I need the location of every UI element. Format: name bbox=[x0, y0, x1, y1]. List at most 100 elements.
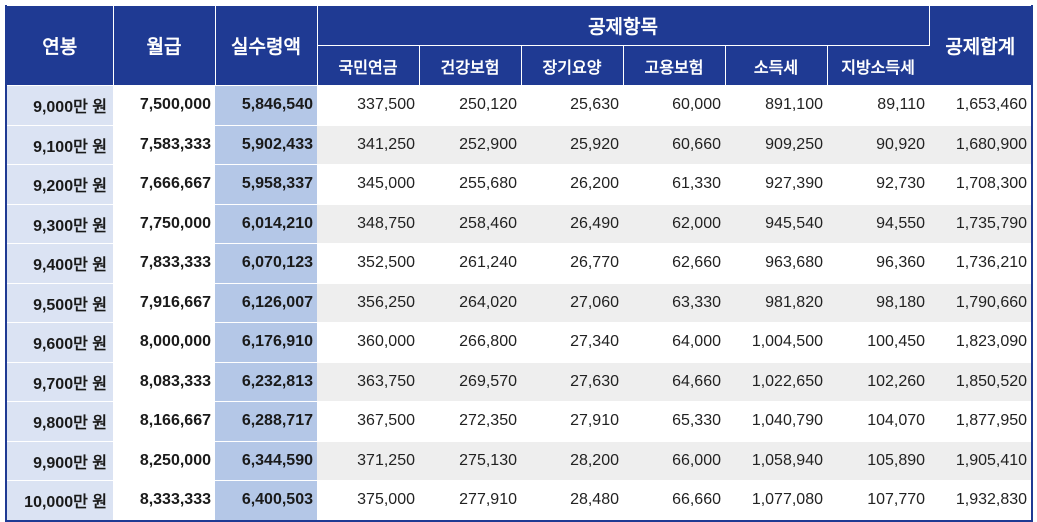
cell-local-income-tax: 104,070 bbox=[827, 401, 930, 442]
table-row: 9,400만 원 7,833,333 6,070,123 352,500 261… bbox=[6, 243, 1033, 284]
table-row: 9,800만 원 8,166,667 6,288,717 367,500 272… bbox=[6, 401, 1033, 442]
cell-employment-insurance: 61,330 bbox=[623, 164, 725, 205]
cell-national-pension: 363,750 bbox=[317, 362, 419, 402]
cell-income-tax: 909,250 bbox=[725, 125, 827, 165]
cell-total: 1,823,090 bbox=[929, 322, 1033, 363]
cell-total: 1,680,900 bbox=[929, 125, 1033, 165]
cell-local-income-tax: 90,920 bbox=[827, 125, 930, 165]
cell-health-insurance: 269,570 bbox=[419, 362, 521, 402]
cell-salary: 9,700만 원 bbox=[6, 362, 113, 402]
cell-total: 1,877,950 bbox=[929, 401, 1033, 442]
cell-income-tax: 1,040,790 bbox=[725, 401, 827, 442]
cell-employment-insurance: 60,000 bbox=[623, 85, 725, 126]
cell-local-income-tax: 89,110 bbox=[827, 85, 930, 126]
header-deduction-group: 공제항목 bbox=[316, 5, 930, 46]
header-local-income-tax: 지방소득세 bbox=[826, 45, 930, 86]
header-national-pension: 국민연금 bbox=[316, 45, 420, 86]
cell-national-pension: 375,000 bbox=[317, 480, 419, 521]
cell-salary: 10,000만 원 bbox=[6, 480, 113, 521]
cell-monthly: 7,750,000 bbox=[113, 204, 215, 244]
cell-national-pension: 348,750 bbox=[317, 204, 419, 244]
cell-total: 1,932,830 bbox=[929, 480, 1033, 521]
cell-income-tax: 1,022,650 bbox=[725, 362, 827, 402]
cell-income-tax: 1,077,080 bbox=[725, 480, 827, 521]
cell-employment-insurance: 63,330 bbox=[623, 283, 725, 323]
cell-health-insurance: 252,900 bbox=[419, 125, 521, 165]
header-total: 공제합계 bbox=[928, 5, 1033, 86]
cell-salary: 9,600만 원 bbox=[6, 322, 113, 363]
cell-monthly: 8,083,333 bbox=[113, 362, 215, 402]
cell-monthly: 7,833,333 bbox=[113, 243, 215, 284]
cell-long-term-care: 27,340 bbox=[521, 322, 623, 363]
header-health-insurance: 건강보험 bbox=[418, 45, 522, 86]
cell-income-tax: 891,100 bbox=[725, 85, 827, 126]
cell-salary: 9,900만 원 bbox=[6, 441, 113, 481]
cell-net: 5,958,337 bbox=[215, 164, 317, 205]
cell-employment-insurance: 60,660 bbox=[623, 125, 725, 165]
cell-total: 1,905,410 bbox=[929, 441, 1033, 481]
cell-health-insurance: 250,120 bbox=[419, 85, 521, 126]
cell-long-term-care: 26,200 bbox=[521, 164, 623, 205]
table-row: 9,000만 원 7,500,000 5,846,540 337,500 250… bbox=[6, 85, 1033, 126]
cell-monthly: 7,583,333 bbox=[113, 125, 215, 165]
cell-salary: 9,300만 원 bbox=[6, 204, 113, 244]
cell-long-term-care: 27,060 bbox=[521, 283, 623, 323]
cell-salary: 9,500만 원 bbox=[6, 283, 113, 323]
cell-employment-insurance: 62,660 bbox=[623, 243, 725, 284]
header-long-term-care: 장기요양 bbox=[520, 45, 624, 86]
cell-national-pension: 337,500 bbox=[317, 85, 419, 126]
cell-total: 1,736,210 bbox=[929, 243, 1033, 284]
cell-net: 5,846,540 bbox=[215, 85, 317, 126]
cell-income-tax: 945,540 bbox=[725, 204, 827, 244]
header-employment-insurance: 고용보험 bbox=[622, 45, 726, 86]
cell-health-insurance: 275,130 bbox=[419, 441, 521, 481]
cell-salary: 9,400만 원 bbox=[6, 243, 113, 284]
cell-employment-insurance: 64,000 bbox=[623, 322, 725, 363]
cell-national-pension: 352,500 bbox=[317, 243, 419, 284]
cell-long-term-care: 26,490 bbox=[521, 204, 623, 244]
cell-income-tax: 1,058,940 bbox=[725, 441, 827, 481]
cell-health-insurance: 277,910 bbox=[419, 480, 521, 521]
cell-long-term-care: 25,630 bbox=[521, 85, 623, 126]
cell-net: 6,014,210 bbox=[215, 204, 317, 244]
cell-health-insurance: 255,680 bbox=[419, 164, 521, 205]
cell-national-pension: 367,500 bbox=[317, 401, 419, 442]
cell-local-income-tax: 102,260 bbox=[827, 362, 930, 402]
cell-total: 1,850,520 bbox=[929, 362, 1033, 402]
table-row: 9,100만 원 7,583,333 5,902,433 341,250 252… bbox=[6, 125, 1033, 165]
header-income-tax: 소득세 bbox=[724, 45, 828, 86]
cell-total: 1,735,790 bbox=[929, 204, 1033, 244]
cell-long-term-care: 25,920 bbox=[521, 125, 623, 165]
cell-health-insurance: 266,800 bbox=[419, 322, 521, 363]
cell-net: 6,288,717 bbox=[215, 401, 317, 442]
cell-net: 6,070,123 bbox=[215, 243, 317, 284]
cell-monthly: 8,333,333 bbox=[113, 480, 215, 521]
cell-net: 5,902,433 bbox=[215, 125, 317, 165]
cell-income-tax: 981,820 bbox=[725, 283, 827, 323]
cell-total: 1,708,300 bbox=[929, 164, 1033, 205]
cell-health-insurance: 258,460 bbox=[419, 204, 521, 244]
header-net: 실수령액 bbox=[214, 5, 318, 86]
cell-local-income-tax: 107,770 bbox=[827, 480, 930, 521]
table-row: 9,600만 원 8,000,000 6,176,910 360,000 266… bbox=[6, 322, 1033, 363]
salary-table-container: 연봉 월급 실수령액 공제항목 공제합계 국민연금 건강보험 장기요양 고용보험… bbox=[5, 5, 1034, 522]
cell-health-insurance: 264,020 bbox=[419, 283, 521, 323]
table-row: 9,900만 원 8,250,000 6,344,590 371,250 275… bbox=[6, 441, 1033, 481]
cell-employment-insurance: 64,660 bbox=[623, 362, 725, 402]
table-row: 9,300만 원 7,750,000 6,014,210 348,750 258… bbox=[6, 204, 1033, 244]
cell-monthly: 7,916,667 bbox=[113, 283, 215, 323]
cell-salary: 9,100만 원 bbox=[6, 125, 113, 165]
cell-national-pension: 345,000 bbox=[317, 164, 419, 205]
cell-local-income-tax: 100,450 bbox=[827, 322, 930, 363]
cell-monthly: 8,250,000 bbox=[113, 441, 215, 481]
cell-long-term-care: 27,910 bbox=[521, 401, 623, 442]
cell-monthly: 8,000,000 bbox=[113, 322, 215, 363]
table-body: 9,000만 원 7,500,000 5,846,540 337,500 250… bbox=[6, 85, 1033, 521]
cell-net: 6,400,503 bbox=[215, 480, 317, 521]
cell-long-term-care: 28,200 bbox=[521, 441, 623, 481]
cell-national-pension: 371,250 bbox=[317, 441, 419, 481]
cell-national-pension: 356,250 bbox=[317, 283, 419, 323]
cell-long-term-care: 26,770 bbox=[521, 243, 623, 284]
cell-health-insurance: 272,350 bbox=[419, 401, 521, 442]
cell-national-pension: 360,000 bbox=[317, 322, 419, 363]
